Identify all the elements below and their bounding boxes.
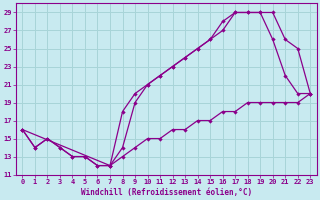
X-axis label: Windchill (Refroidissement éolien,°C): Windchill (Refroidissement éolien,°C) [81, 188, 252, 197]
